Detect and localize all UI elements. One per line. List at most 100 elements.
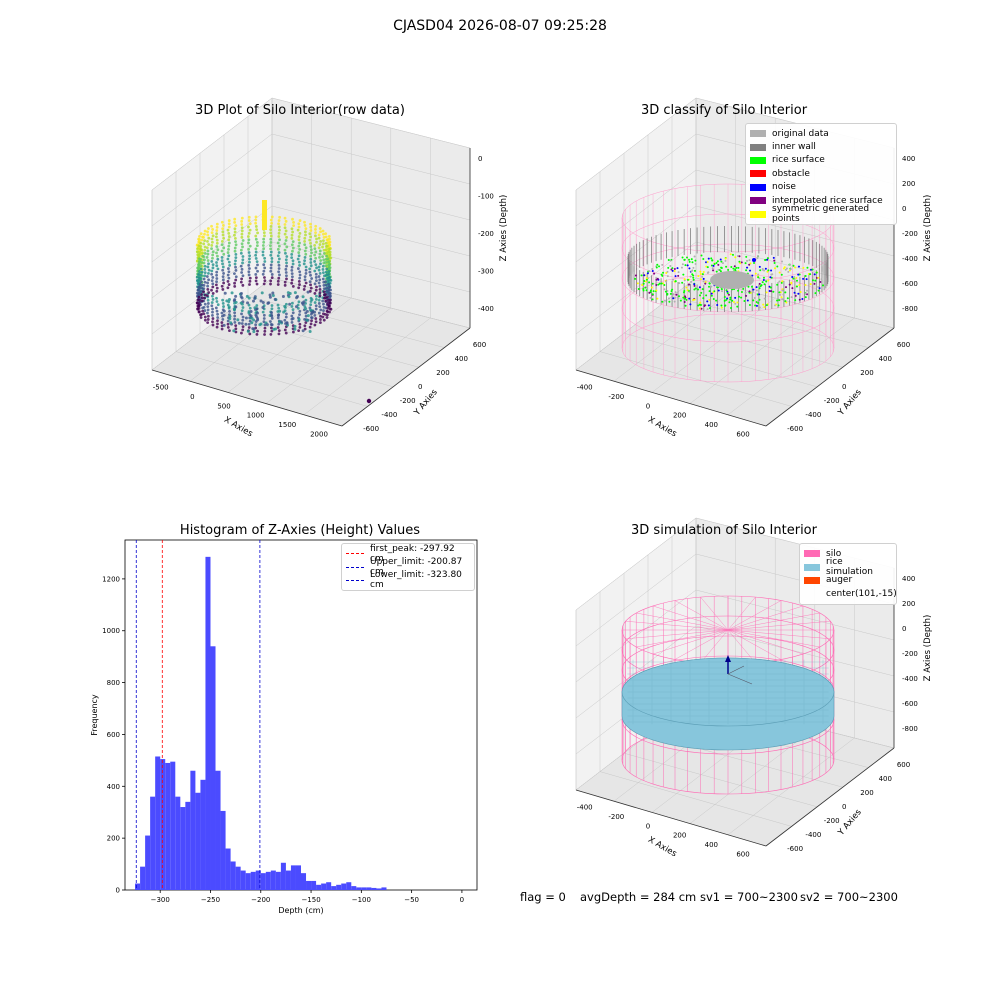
raw-data-point	[270, 316, 274, 320]
classified-point	[643, 280, 646, 283]
x-tick-label: 200	[673, 832, 686, 840]
classified-point	[697, 288, 700, 291]
raw-data-point	[315, 240, 318, 244]
raw-data-point	[322, 239, 325, 243]
raw-data-point	[220, 284, 224, 288]
classified-point	[715, 299, 718, 302]
figure-suptitle: CJASD04 2026-08-07 09:25:28	[393, 18, 607, 34]
raw-data-point	[309, 283, 312, 287]
z-tick-label: 0	[478, 155, 482, 163]
classified-point	[642, 289, 645, 292]
classified-point	[706, 261, 709, 264]
raw-data-point	[318, 255, 321, 259]
z-axis-label: Z Axies (Depth)	[923, 195, 933, 262]
classified-point	[717, 289, 720, 292]
raw-data-point	[322, 280, 326, 284]
classified-point	[688, 260, 691, 263]
classified-point	[648, 270, 651, 273]
classified-point	[745, 255, 748, 258]
legend-swatch	[804, 590, 820, 597]
histogram-bar	[346, 882, 352, 890]
raw-data-point	[261, 250, 265, 254]
raw-data-point	[229, 321, 233, 325]
x-tick-label: 0	[646, 822, 650, 830]
classified-point	[740, 261, 743, 264]
histogram-bar	[290, 865, 296, 890]
raw-data-point	[239, 292, 243, 296]
raw-data-point	[256, 318, 260, 322]
raw-data-point	[245, 294, 249, 298]
raw-data-point	[233, 317, 236, 321]
raw-data-point	[262, 231, 266, 235]
raw-data-point	[227, 254, 231, 258]
raw-data-point	[227, 222, 231, 226]
raw-data-point	[284, 267, 288, 271]
x-tick-label: −250	[201, 896, 220, 904]
raw-data-point	[285, 255, 289, 258]
classified-point	[736, 305, 739, 308]
classified-point	[658, 265, 661, 268]
histogram-bar	[351, 886, 357, 890]
raw-data-point	[211, 253, 215, 257]
raw-data-point	[263, 279, 267, 283]
classified-point	[692, 278, 695, 281]
raw-data-point	[328, 292, 332, 295]
raw-data-point	[304, 233, 307, 237]
classified-point	[713, 290, 716, 293]
x-axis-label: Depth (cm)	[278, 906, 323, 915]
classified-point	[640, 274, 643, 277]
raw-data-point	[309, 257, 313, 261]
raw-data-point	[247, 215, 251, 219]
classified-point	[780, 281, 783, 284]
classified-point	[730, 265, 733, 268]
y-tick-label: 600	[897, 761, 910, 769]
raw-data-point	[197, 263, 201, 267]
status-flag: flag = 0	[520, 890, 566, 904]
raw-data-point	[261, 253, 265, 257]
raw-data-point	[233, 233, 236, 237]
classified-point	[758, 298, 761, 301]
raw-data-point	[326, 298, 330, 302]
y-axis-label: Y Axies	[836, 387, 864, 418]
classified-point	[706, 266, 709, 269]
classified-point	[720, 266, 723, 269]
legend-swatch	[804, 550, 820, 558]
raw-data-point	[318, 271, 322, 275]
classified-point	[686, 264, 689, 267]
raw-data-point	[256, 231, 259, 235]
classified-point	[784, 286, 787, 289]
classified-point	[762, 303, 765, 306]
classified-point	[693, 284, 696, 287]
x-tick-label: 200	[673, 412, 686, 420]
histogram-bar	[225, 848, 231, 890]
classified-point	[671, 269, 674, 272]
raw-data-point	[207, 278, 210, 282]
raw-data-point	[222, 236, 226, 240]
raw-data-point	[266, 301, 270, 305]
raw-data-point	[263, 326, 267, 330]
raw-data-point	[303, 230, 307, 234]
classified-point	[690, 258, 693, 261]
raw-data-point	[317, 233, 321, 237]
classified-point	[667, 297, 670, 300]
raw-data-point	[318, 291, 322, 294]
legend-label: symmetric generated points	[772, 204, 870, 225]
raw-data-point	[203, 239, 207, 243]
y-axis-label: Y Axies	[836, 807, 864, 838]
classified-point	[690, 280, 693, 283]
raw-data-point	[327, 234, 331, 238]
classified-point	[754, 304, 757, 307]
histogram-bar	[160, 759, 166, 890]
classified-point	[710, 285, 713, 288]
raw-data-point	[221, 230, 225, 234]
raw-data-point	[298, 247, 302, 251]
classified-point	[748, 303, 751, 306]
x-tick-label: -400	[577, 384, 593, 392]
raw-data-point	[254, 234, 258, 238]
auger-head	[725, 655, 731, 662]
silo-roof-wire	[625, 621, 729, 631]
raw-data-point	[321, 315, 325, 319]
classified-point	[733, 265, 736, 268]
raw-data-point	[215, 300, 219, 303]
classified-point	[655, 284, 658, 287]
